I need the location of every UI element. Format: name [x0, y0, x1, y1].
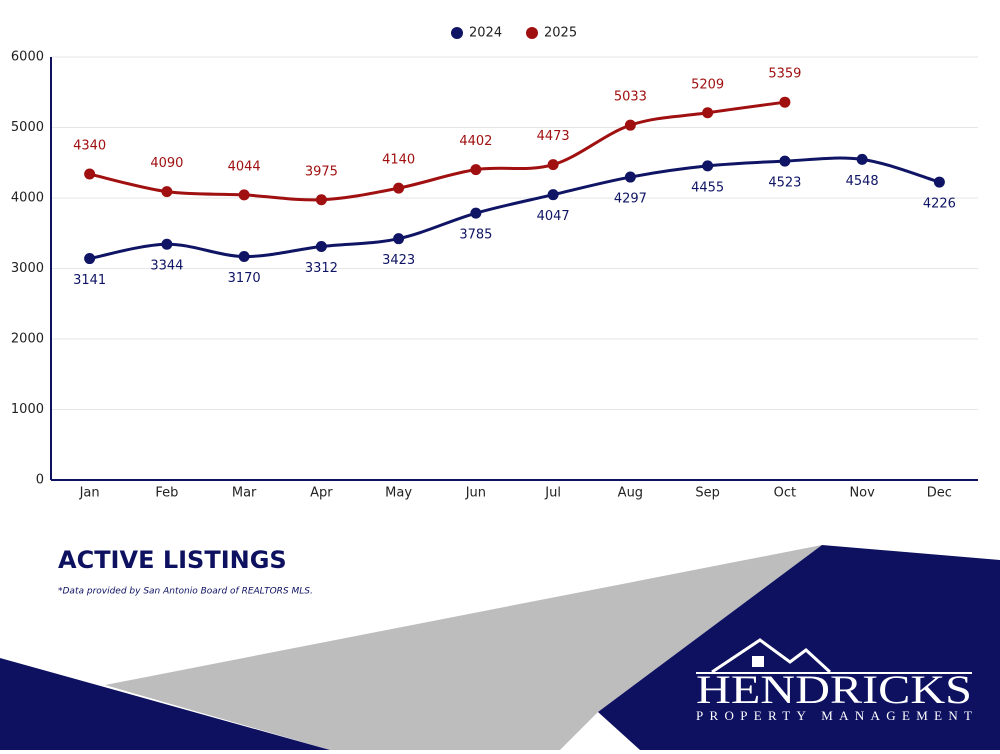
data-label: 3975 — [305, 164, 338, 179]
data-point — [779, 96, 791, 108]
data-label: 5359 — [768, 67, 801, 82]
series-line — [89, 156, 940, 261]
logo — [696, 638, 972, 674]
data-point — [238, 251, 250, 263]
x-tick-label: Oct — [774, 486, 796, 501]
legend-marker — [526, 27, 538, 39]
data-point — [393, 182, 405, 194]
legend-label: 2024 — [469, 26, 502, 41]
y-tick-label: 3000 — [11, 261, 44, 276]
data-point — [933, 176, 945, 188]
y-tick-label: 0 — [36, 473, 44, 488]
data-point — [84, 168, 96, 180]
data-point — [393, 233, 405, 245]
x-tick-label: Nov — [849, 486, 875, 501]
data-label: 4473 — [537, 129, 570, 144]
series-line — [89, 100, 786, 202]
x-tick-label: Jan — [79, 486, 100, 501]
x-tick-label: Feb — [155, 486, 178, 501]
data-point — [238, 189, 250, 201]
y-tick-label: 4000 — [11, 191, 44, 206]
data-point — [624, 119, 636, 131]
data-label: 5033 — [614, 90, 647, 105]
x-tick-label: Jul — [544, 486, 561, 501]
decor-gray — [105, 545, 822, 750]
logo-roof — [711, 638, 832, 674]
data-label: 4548 — [846, 174, 879, 189]
data-label: 4140 — [382, 153, 415, 168]
data-label: 3312 — [305, 261, 338, 276]
logo-window — [752, 656, 764, 667]
data-label: 4297 — [614, 192, 647, 207]
data-point — [624, 171, 636, 183]
decor-navy-left — [0, 658, 330, 750]
data-point — [547, 159, 559, 171]
logo-name: HENDRICKS — [696, 667, 972, 712]
data-point — [315, 241, 327, 253]
y-tick-label: 6000 — [11, 50, 44, 65]
x-tick-label: Mar — [232, 486, 257, 501]
data-label: 4340 — [73, 139, 106, 154]
x-tick-label: Apr — [310, 486, 333, 501]
data-label: 4090 — [150, 156, 183, 171]
data-label: 4047 — [537, 209, 570, 224]
data-label: 4226 — [923, 197, 956, 212]
data-label: 3170 — [228, 271, 261, 286]
x-tick-label: Dec — [927, 486, 952, 501]
data-point — [84, 253, 96, 265]
data-point — [161, 238, 173, 250]
x-tick-label: May — [385, 486, 412, 501]
data-label: 4044 — [228, 159, 261, 174]
decor-navy-right — [598, 545, 1000, 750]
data-point — [547, 189, 559, 201]
data-point — [161, 186, 173, 198]
data-label: 3141 — [73, 273, 106, 288]
chart-title: ACTIVE LISTINGS — [58, 546, 287, 574]
x-tick-label: Aug — [618, 486, 643, 501]
source-note: *Data provided by San Antonio Board of R… — [58, 587, 313, 597]
data-label: 4455 — [691, 180, 724, 195]
x-tick-label: Sep — [695, 486, 720, 501]
legend-label: 2025 — [544, 26, 577, 41]
y-tick-label: 1000 — [11, 402, 44, 417]
data-label: 4402 — [459, 134, 492, 149]
data-point — [702, 160, 714, 172]
data-label: 5209 — [691, 77, 724, 92]
data-point — [779, 155, 791, 167]
y-tick-label: 5000 — [11, 120, 44, 135]
data-point — [702, 107, 714, 119]
data-point — [470, 207, 482, 219]
y-tick-label: 2000 — [11, 332, 44, 347]
data-label: 3785 — [459, 228, 492, 243]
data-label: 4523 — [768, 176, 801, 191]
data-point — [315, 194, 327, 206]
data-label: 3423 — [382, 253, 415, 268]
legend-marker — [451, 27, 463, 39]
data-point — [856, 153, 868, 165]
data-label: 3344 — [150, 259, 183, 274]
data-point — [470, 164, 482, 176]
x-tick-label: Jun — [465, 486, 486, 501]
